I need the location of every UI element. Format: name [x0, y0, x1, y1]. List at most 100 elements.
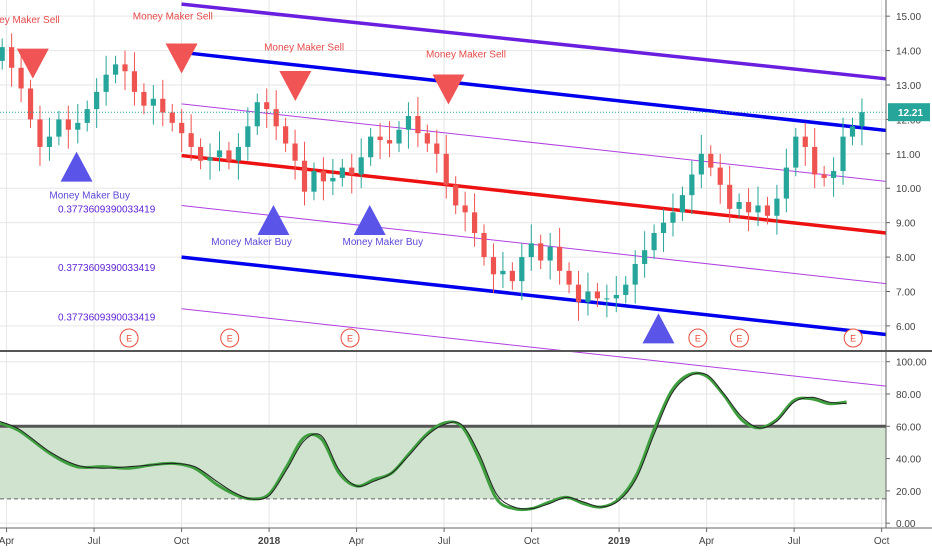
- time-tick-label: Jul: [788, 536, 801, 547]
- buy-marker: [257, 204, 290, 235]
- candle-body: [169, 112, 175, 123]
- oscillator-tick-label: 20.00: [896, 487, 921, 498]
- candle-body: [698, 153, 704, 175]
- sell-marker: [432, 74, 465, 105]
- buy-marker: [642, 313, 675, 344]
- candle-body: [150, 98, 156, 106]
- fib-level-label: 0.3773609390033419: [58, 204, 156, 215]
- candle-body: [349, 167, 355, 175]
- candle-body: [424, 133, 430, 144]
- candle-body: [557, 246, 563, 271]
- candle-body: [490, 257, 497, 275]
- time-tick-label: Apr: [0, 536, 15, 547]
- candle-body: [320, 171, 327, 182]
- candle-body: [311, 171, 317, 192]
- sell-marker: [16, 48, 49, 79]
- candle-body: [94, 91, 100, 110]
- candle-body: [717, 167, 723, 185]
- candle-body: [75, 122, 81, 130]
- oscillator-slow-line: [0, 372, 847, 510]
- sell-label: Money Maker Sell: [264, 43, 344, 54]
- oscillator-band: [0, 424, 886, 500]
- sell-marker: [279, 71, 312, 102]
- candle-body: [727, 184, 733, 209]
- earnings-label: E: [850, 334, 856, 344]
- candle-body: [197, 146, 204, 161]
- earnings-marker: [119, 328, 139, 348]
- candle-body: [708, 153, 714, 168]
- candle-body: [415, 115, 421, 134]
- sell-marker: [165, 43, 198, 74]
- oscillator-tick-label: 80.00: [896, 390, 921, 401]
- candle-body: [538, 243, 544, 261]
- price-tick-label: 13.00: [896, 81, 921, 92]
- price-tick-label: 11.00: [896, 150, 921, 161]
- candle-body: [736, 202, 742, 209]
- candle-body: [840, 136, 846, 172]
- candle-body: [859, 112, 865, 127]
- candle-body: [264, 102, 270, 110]
- candle-body: [84, 109, 90, 123]
- candle-body: [188, 133, 194, 147]
- candle-body: [575, 284, 582, 302]
- buy-marker: [353, 204, 386, 235]
- candle-body: [103, 74, 109, 92]
- candle-body: [46, 136, 53, 147]
- candle-body: [462, 205, 468, 213]
- time-tick-label: 2018: [258, 536, 281, 547]
- candle-body: [368, 136, 374, 158]
- price-tick-label: 8.00: [896, 253, 916, 264]
- candle-body: [519, 257, 525, 282]
- candle-body: [632, 263, 638, 285]
- oscillator-series: [0, 371, 847, 512]
- fib-level-label: 0.3773609390033419: [58, 313, 156, 324]
- time-tick-label: 2019: [608, 536, 631, 547]
- earnings-marker: [220, 328, 240, 348]
- candle-body: [245, 126, 251, 147]
- oscillator-tick-label: 60.00: [896, 422, 921, 433]
- candle-body: [613, 294, 619, 299]
- candle-body: [783, 167, 789, 199]
- signal-markers: [16, 43, 675, 344]
- price-tick-label: 15.00: [896, 12, 921, 23]
- candle-body: [604, 298, 610, 300]
- earnings-label: E: [227, 334, 233, 344]
- channel-lower-line: [181, 255, 887, 337]
- candle-body: [774, 198, 780, 216]
- candle-body: [755, 205, 761, 213]
- earnings-marker: [340, 328, 360, 348]
- time-tick-label: Apr: [349, 536, 365, 547]
- channel-bottom-thin-line: [181, 308, 887, 387]
- candle-body: [386, 140, 393, 144]
- candle-body: [764, 205, 771, 216]
- candle-body: [65, 119, 71, 130]
- sell-label: Money Maker Sell: [133, 12, 213, 23]
- candle-body: [330, 177, 336, 182]
- candle-body: [500, 270, 506, 275]
- candle-body: [651, 232, 657, 251]
- candle-body: [812, 146, 818, 175]
- time-tick-label: Apr: [699, 536, 715, 547]
- candle-body: [821, 174, 827, 178]
- price-tick-label: 6.00: [896, 322, 916, 333]
- candle-body: [216, 150, 223, 158]
- oscillator-tick-label: 40.00: [896, 455, 921, 466]
- candle-body: [405, 115, 412, 130]
- candle-body: [254, 102, 260, 127]
- candle-body: [377, 136, 383, 141]
- candle-body: [547, 246, 553, 261]
- candle-body: [292, 143, 298, 161]
- candle-body: [443, 153, 449, 185]
- sell-label: Money Maker Sell: [0, 15, 60, 26]
- candle-body: [273, 109, 279, 127]
- time-tick-label: Oct: [174, 536, 190, 547]
- candle-body: [849, 126, 856, 137]
- candle-body: [642, 250, 648, 264]
- earnings-label: E: [736, 334, 742, 344]
- time-tick-label: Oct: [524, 536, 540, 547]
- candle-body: [122, 64, 128, 72]
